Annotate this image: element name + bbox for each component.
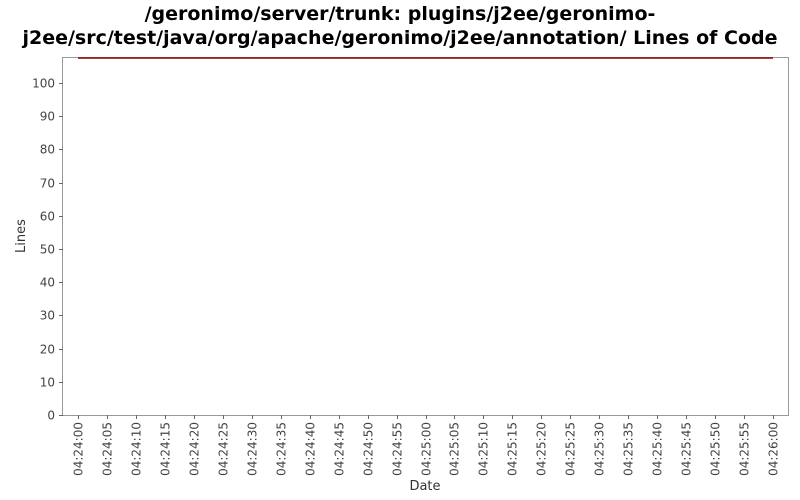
x-axis-ticks: 04:24:00 04:24:05 04:24:10 04:24:15 04:24:20… <box>72 415 781 476</box>
x-tick-label: 04:25:25 <box>564 422 578 476</box>
y-axis-ticks: 0 10 20 30 40 50 60 70 80 90 100 <box>32 77 63 423</box>
x-tick-label: 04:25:55 <box>738 422 752 476</box>
x-axis-label: Date <box>409 479 440 494</box>
x-tick-label: 04:24:10 <box>130 422 144 476</box>
x-tick-label: 04:24:40 <box>304 422 318 476</box>
y-tick-label: 100 <box>32 77 55 91</box>
plot-area <box>62 57 789 416</box>
y-tick-label: 20 <box>40 343 55 357</box>
y-tick-label: 60 <box>40 210 55 224</box>
x-tick-label: 04:24:15 <box>159 422 173 476</box>
y-tick-label: 70 <box>40 177 55 191</box>
x-tick-label: 04:24:05 <box>101 422 115 476</box>
x-tick-label: 04:24:55 <box>391 422 405 476</box>
x-tick-label: 04:25:20 <box>535 422 549 476</box>
x-tick-label: 04:25:45 <box>680 422 694 476</box>
y-tick-label: 80 <box>40 143 55 157</box>
y-tick-label: 40 <box>40 276 55 290</box>
y-tick-label: 30 <box>40 309 55 323</box>
x-tick-label: 04:25:05 <box>448 422 462 476</box>
y-tick-label: 90 <box>40 110 55 124</box>
y-tick-label: 0 <box>47 409 55 423</box>
x-tick-label: 04:25:50 <box>709 422 723 476</box>
x-tick-label: 04:25:10 <box>477 422 491 476</box>
chart-title-line-1: /geronimo/server/trunk: plugins/j2ee/ger… <box>144 3 656 25</box>
x-tick-label: 04:25:40 <box>651 422 665 476</box>
chart-title-line-2: j2ee/src/test/java/org/apache/geronimo/j… <box>22 27 778 49</box>
x-tick-label: 04:24:50 <box>362 422 376 476</box>
y-tick-label: 10 <box>40 376 55 390</box>
y-tick-label: 50 <box>40 243 55 257</box>
x-tick-label: 04:24:00 <box>72 422 86 476</box>
y-axis-label: Lines <box>14 219 29 253</box>
x-tick-label: 04:25:00 <box>420 422 434 476</box>
x-tick-label: 04:26:00 <box>767 422 781 476</box>
x-tick-label: 04:24:30 <box>246 422 260 476</box>
x-tick-label: 04:24:20 <box>188 422 202 476</box>
x-tick-label: 04:25:15 <box>506 422 520 476</box>
x-tick-label: 04:24:25 <box>217 422 231 476</box>
x-tick-label: 04:25:35 <box>622 422 636 476</box>
x-tick-label: 04:25:30 <box>593 422 607 476</box>
x-tick-label: 04:24:35 <box>275 422 289 476</box>
x-tick-label: 04:24:45 <box>333 422 347 476</box>
